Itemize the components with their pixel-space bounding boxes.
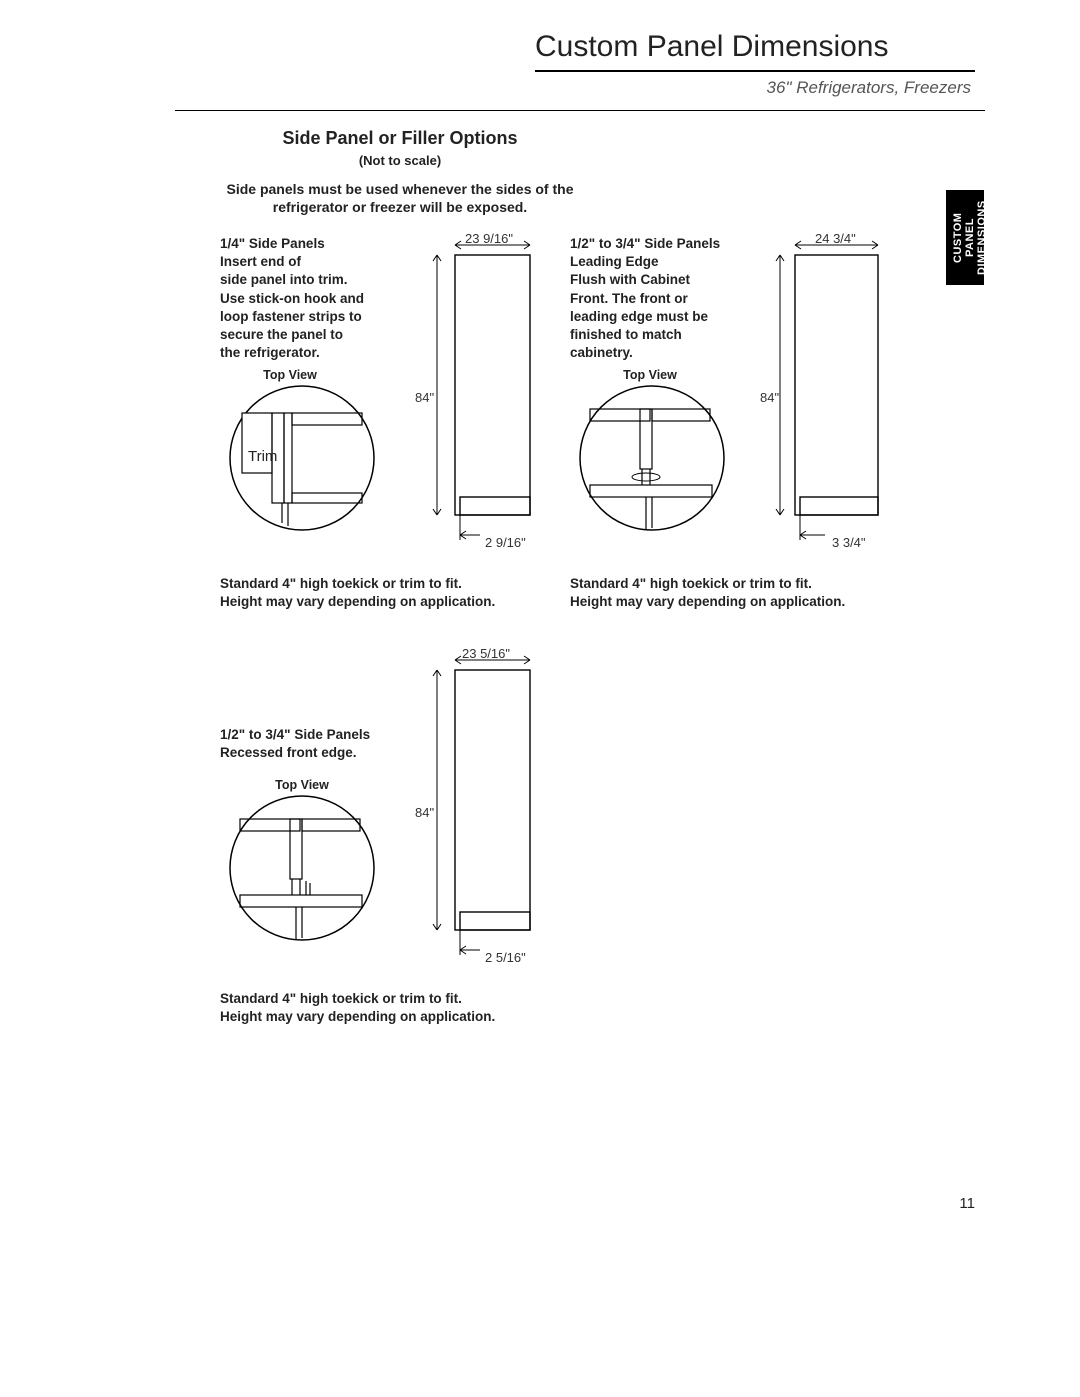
panel-c-topview-label: Top View — [242, 778, 362, 792]
section-title: Side Panel or Filler Options (Not to sca… — [220, 128, 580, 170]
panel-a-trim-label: Trim — [248, 448, 277, 465]
panel-a-topview-label: Top View — [230, 368, 350, 382]
panel-a-dim-top: 23 9/16" — [465, 231, 513, 246]
panel-b-topview-diagram — [572, 383, 732, 543]
panel-c-caption: Standard 4" high toekick or trim to fit.… — [220, 990, 550, 1026]
panel-a-caption: Standard 4" high toekick or trim to fit.… — [220, 575, 550, 611]
panel-b-dim-bottom: 3 3/4" — [832, 535, 866, 550]
tab-line-1: CUSTOM PANEL — [952, 212, 976, 262]
panel-c-dim-top: 23 5/16" — [462, 646, 510, 661]
panel-a-topview-diagram — [222, 383, 382, 543]
panel-c-dim-height: 84" — [415, 805, 434, 820]
header-rule — [535, 70, 975, 72]
section-tab: CUSTOM PANEL DIMENSIONS — [946, 190, 984, 285]
panel-b-caption: Standard 4" high toekick or trim to fit.… — [570, 575, 900, 611]
panel-c-description: 1/2" to 3/4" Side Panels Recessed front … — [220, 726, 420, 762]
panel-c-topview-diagram — [222, 793, 382, 953]
page-title: Custom Panel Dimensions — [535, 30, 975, 70]
section-subtitle: (Not to scale) — [359, 153, 441, 168]
panel-a-dim-bottom: 2 9/16" — [485, 535, 526, 550]
panel-b-dim-top: 24 3/4" — [815, 231, 856, 246]
content-top-rule — [175, 110, 985, 111]
panel-a-dim-height: 84" — [415, 390, 434, 405]
panel-c-dim-bottom: 2 5/16" — [485, 950, 526, 965]
section-title-text: Side Panel or Filler Options — [282, 128, 517, 148]
panel-b-description: 1/2" to 3/4" Side Panels Leading Edge Fl… — [570, 235, 760, 363]
page-subtitle: 36" Refrigerators, Freezers — [535, 78, 975, 98]
page-number: 11 — [959, 1195, 975, 1212]
panel-b-dim-height: 84" — [760, 390, 779, 405]
panel-b-topview-label: Top View — [590, 368, 710, 382]
panel-a-panel-diagram — [425, 235, 550, 565]
section-intro: Side panels must be used whenever the si… — [220, 180, 580, 216]
page-header: Custom Panel Dimensions 36" Refrigerator… — [535, 30, 975, 98]
panel-b-panel-diagram — [770, 235, 900, 565]
panel-a-description: 1/4" Side Panels Insert end of side pane… — [220, 235, 400, 363]
panel-c-panel-diagram — [425, 650, 550, 980]
tab-line-2: DIMENSIONS — [976, 200, 988, 275]
